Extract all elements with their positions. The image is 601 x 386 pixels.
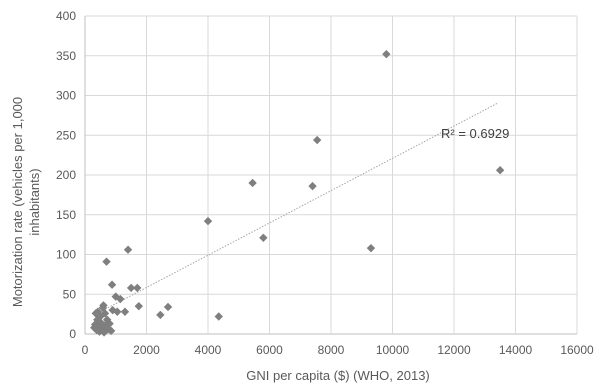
trendline-group xyxy=(97,103,498,314)
x-axis-title: GNI per capita ($) (WHO, 2013) xyxy=(246,368,430,383)
trendline xyxy=(97,103,498,314)
x-tick-label: 2000 xyxy=(133,343,160,357)
data-point xyxy=(100,309,110,318)
y-axis-title-line-1: Motorization rate (vehicles per 1,000 xyxy=(10,97,25,307)
x-tick-label: 10000 xyxy=(376,343,410,357)
data-point xyxy=(248,178,257,188)
data-point xyxy=(133,283,142,293)
y-tick-label: 300 xyxy=(56,89,76,103)
data-point xyxy=(214,312,223,321)
data-point xyxy=(96,318,106,328)
y-tick-label: 0 xyxy=(69,327,76,341)
y-axis-title-line-2: inhabitants) xyxy=(27,168,42,235)
data-point xyxy=(120,307,130,316)
data-point xyxy=(495,166,505,175)
x-tick-label: 0 xyxy=(82,343,89,357)
y-tick-label: 100 xyxy=(56,248,76,262)
x-tick-label: 8000 xyxy=(318,343,345,357)
data-point xyxy=(203,216,213,226)
y-tick-label: 50 xyxy=(63,287,77,301)
data-point xyxy=(105,319,114,328)
r-squared-annotation: R² = 0.6929 xyxy=(441,126,509,141)
data-point xyxy=(99,301,108,310)
x-tick-label: 6000 xyxy=(256,343,283,357)
x-tick-label: 16000 xyxy=(560,343,594,357)
y-tick-label: 250 xyxy=(56,128,76,142)
data-point xyxy=(163,302,173,312)
data-point xyxy=(259,233,268,243)
data-point xyxy=(113,307,122,316)
data-point xyxy=(116,294,125,304)
data-point xyxy=(308,181,317,191)
data-point xyxy=(123,245,133,254)
data-point xyxy=(107,280,117,289)
x-tick-label: 12000 xyxy=(437,343,471,357)
gridlines xyxy=(84,15,578,335)
y-tick-label: 200 xyxy=(56,168,76,182)
data-points xyxy=(90,49,505,337)
data-point xyxy=(382,49,391,59)
data-point xyxy=(156,310,165,320)
data-point xyxy=(126,283,136,293)
data-point xyxy=(366,243,376,253)
x-tick-label: 4000 xyxy=(195,343,222,357)
data-point xyxy=(106,326,116,336)
y-axis-title: Motorization rate (vehicles per 1,000 in… xyxy=(10,97,42,307)
y-tick-label: 400 xyxy=(56,9,76,23)
y-tick-label: 150 xyxy=(56,208,76,222)
data-point xyxy=(312,135,322,145)
y-tick-label: 350 xyxy=(56,49,76,63)
data-point xyxy=(102,257,111,266)
x-tick-label: 14000 xyxy=(499,343,533,357)
data-point xyxy=(134,301,144,311)
